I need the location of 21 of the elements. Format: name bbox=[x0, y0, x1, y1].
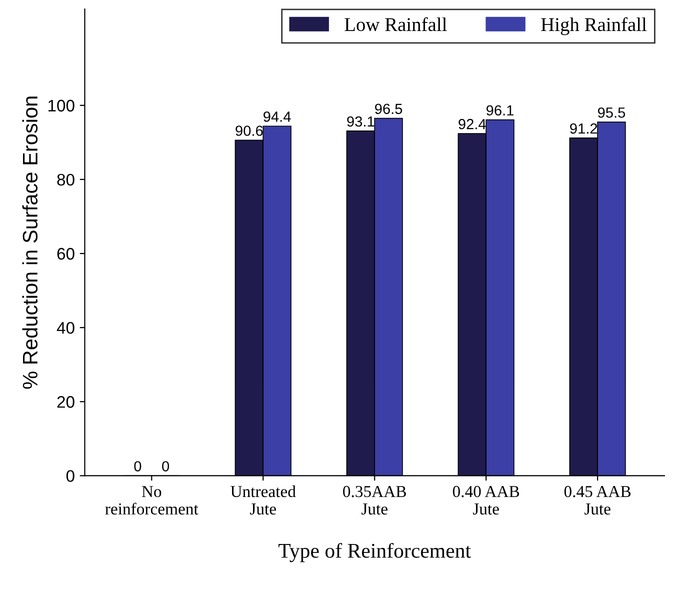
y-axis-title: % Reduction in Surface Erosion bbox=[22, 96, 38, 389]
x-tick-label: Untreated Jute bbox=[230, 485, 296, 515]
x-axis-title: Type of Reinforcement bbox=[278, 542, 471, 562]
y-tick-label: 100 bbox=[48, 100, 74, 112]
data-label: 96.5 bbox=[375, 104, 402, 114]
data-label: 95.5 bbox=[598, 107, 626, 118]
y-tick-label: 0 bbox=[66, 470, 74, 482]
data-label: 0 bbox=[162, 461, 170, 472]
legend-label: Low Rainfall bbox=[344, 17, 447, 32]
y-tick-label: 60 bbox=[57, 248, 74, 260]
y-tick-label: 40 bbox=[56, 322, 74, 334]
x-tick-label: 0.45 AAB Jute bbox=[564, 486, 631, 515]
y-tick-label: 80 bbox=[57, 174, 74, 186]
x-tick-label: 0.40 AAB Jute bbox=[452, 486, 520, 515]
x-tick-label: 0.35AAB Jute bbox=[343, 486, 406, 515]
data-label: 0 bbox=[134, 461, 142, 472]
x-tick-label: No reinforcement bbox=[105, 486, 198, 515]
legend-label: High Rainfall bbox=[541, 17, 647, 36]
data-label: 96.1 bbox=[486, 105, 514, 116]
data-label: 94.4 bbox=[264, 112, 291, 122]
y-tick-label: 20 bbox=[57, 396, 74, 408]
